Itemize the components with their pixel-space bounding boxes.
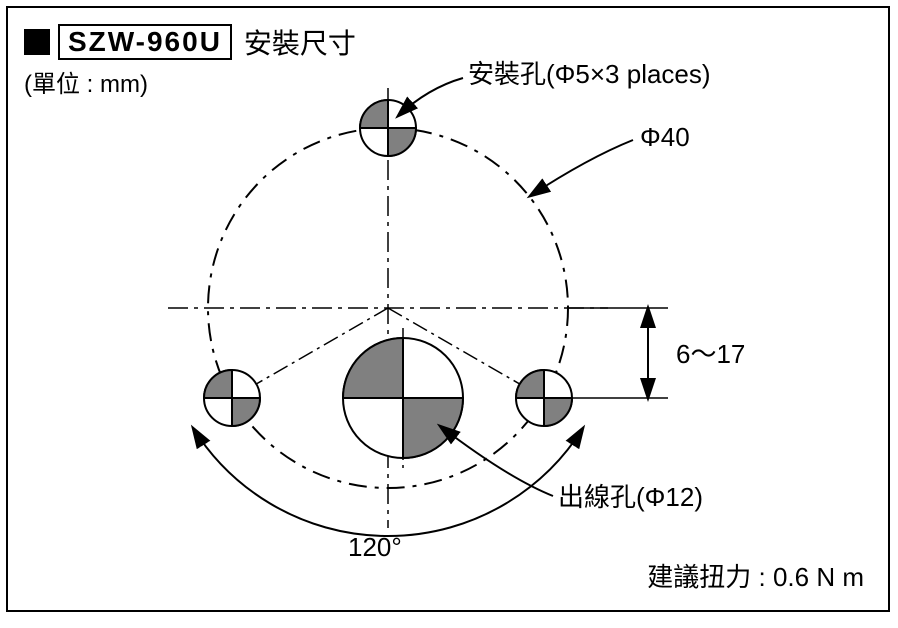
label-angle: 120° [348, 532, 402, 562]
mount-hole-right [516, 370, 572, 426]
label-pcd: Φ40 [640, 122, 690, 152]
mounting-diagram: 安裝孔(Φ5×3 places) Φ40 6～17 出線孔(Φ12) 120° [8, 8, 898, 628]
leader-pcd [530, 140, 633, 196]
mount-hole-left [204, 370, 260, 426]
diagram-frame: SZW-960U 安裝尺寸 (單位 : mm) [6, 6, 890, 612]
leader-outlet [440, 426, 553, 496]
label-off-center: 6～17 [676, 339, 745, 369]
label-mount-hole: 安裝孔(Φ5×3 places) [468, 59, 711, 89]
label-outlet: 出線孔(Φ12) [558, 482, 703, 512]
dim-offset [568, 308, 668, 398]
torque-note: 建議扭力 : 0.6 N m [647, 557, 864, 594]
